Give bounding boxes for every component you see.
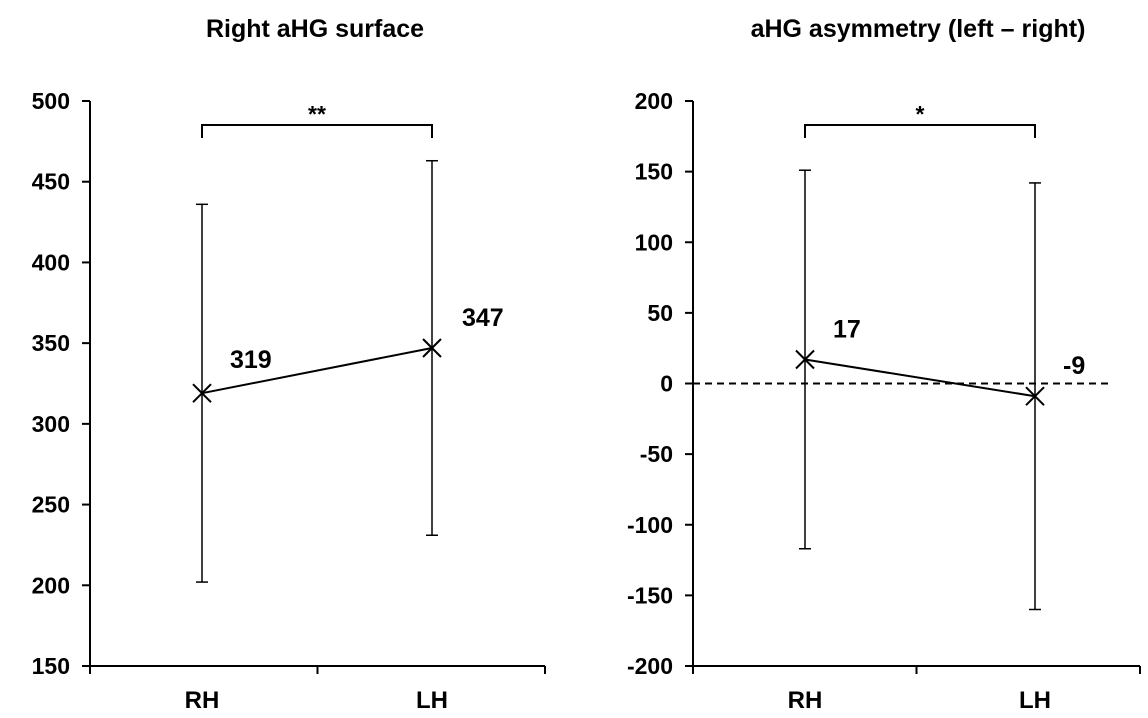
y-tick-label: -50 bbox=[640, 441, 673, 467]
y-tick-label: 500 bbox=[32, 88, 70, 114]
y-tick-label: 450 bbox=[32, 169, 70, 195]
x-category-label: RH bbox=[185, 687, 220, 714]
y-tick-label: -100 bbox=[627, 512, 673, 538]
y-tick-label: 350 bbox=[32, 330, 70, 356]
x-category-label: LH bbox=[416, 687, 448, 714]
x-category-label: LH bbox=[1019, 687, 1051, 714]
y-tick-label: 300 bbox=[32, 411, 70, 437]
series-line bbox=[201, 347, 433, 395]
x-category-label: RH bbox=[788, 687, 823, 714]
chart-title: Right aHG surface bbox=[206, 15, 424, 43]
marker-stroke bbox=[422, 338, 442, 358]
significance-bracket: ** bbox=[201, 101, 433, 138]
y-tick-label: -150 bbox=[627, 582, 673, 608]
significance-bracket: * bbox=[804, 101, 1036, 138]
bracket-line bbox=[201, 124, 433, 138]
significance-marker: ** bbox=[308, 101, 326, 127]
y-tick-label: 250 bbox=[32, 492, 70, 518]
marker-stroke bbox=[192, 383, 212, 403]
data-point-marker bbox=[422, 338, 442, 358]
y-tick-label: 50 bbox=[647, 300, 673, 326]
y-tick-label: 400 bbox=[32, 249, 70, 275]
data-label: -9 bbox=[1063, 352, 1085, 380]
y-tick-label: 100 bbox=[635, 229, 673, 255]
marker-stroke bbox=[795, 349, 815, 370]
significance-marker: * bbox=[916, 101, 925, 127]
y-tick-label: 150 bbox=[635, 159, 673, 185]
data-point-marker bbox=[1025, 386, 1045, 406]
data-point-marker bbox=[795, 349, 815, 370]
y-tick-label: 150 bbox=[32, 653, 70, 679]
data-label: 347 bbox=[462, 304, 504, 332]
data-point-marker bbox=[192, 383, 212, 403]
series-line bbox=[804, 358, 1036, 398]
chart-panel-2: aHG asymmetry (left – right) 200 150 100 50 0… bbox=[627, 15, 1141, 714]
marker-stroke bbox=[1025, 386, 1045, 406]
chart-title: aHG asymmetry (left – right) bbox=[751, 15, 1086, 43]
y-tick-label: -200 bbox=[627, 653, 673, 679]
bracket-line bbox=[804, 124, 1036, 138]
y-tick-label: 200 bbox=[32, 572, 70, 598]
y-tick-label: 0 bbox=[660, 371, 673, 397]
y-tick-label: 200 bbox=[635, 88, 673, 114]
chart-panel-1: Right aHG surface 500 450 400 350 300 250 200 15… bbox=[32, 15, 546, 714]
data-label: 17 bbox=[833, 315, 861, 343]
data-label: 319 bbox=[230, 346, 272, 374]
